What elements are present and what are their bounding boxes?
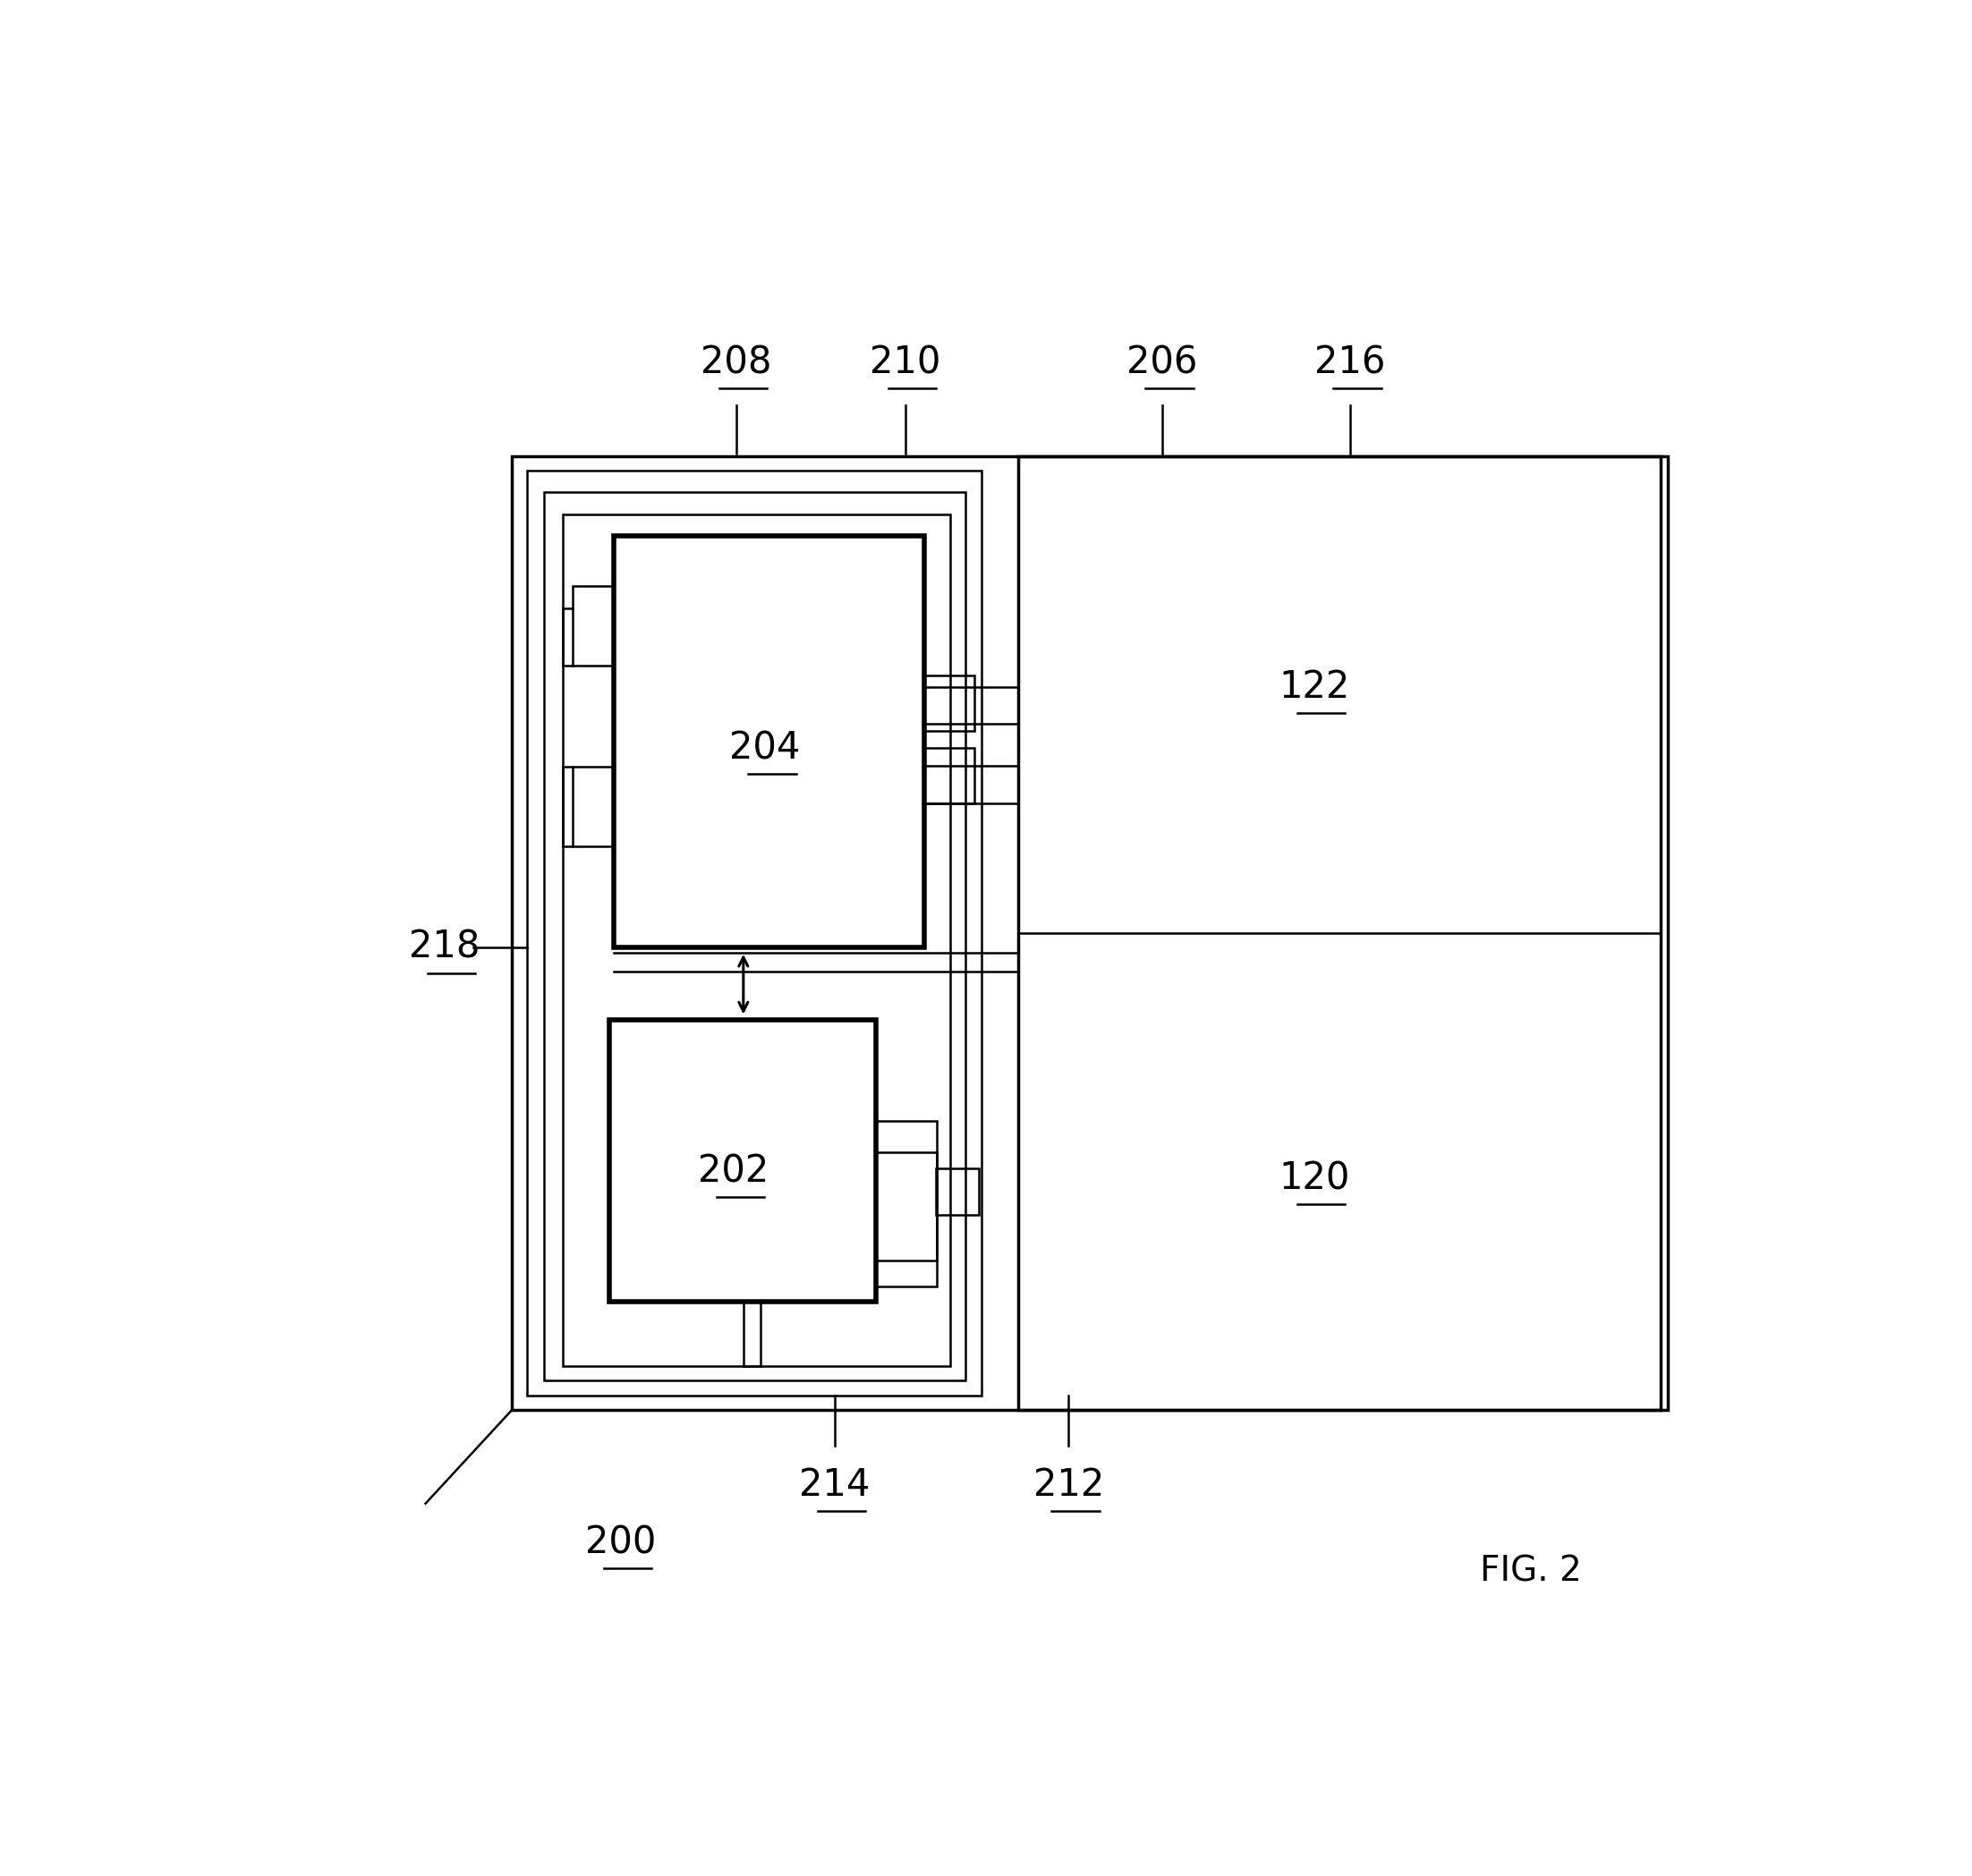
Bar [876, 1120, 937, 1287]
Bar [513, 456, 1668, 1409]
Text: FIG. 2: FIG. 2 [1479, 1555, 1582, 1589]
Bar [925, 675, 974, 732]
Text: 216: 216 [1315, 343, 1386, 381]
Bar [527, 471, 982, 1396]
Text: 122: 122 [1278, 668, 1349, 705]
Text: 218: 218 [408, 929, 479, 966]
Bar [562, 514, 951, 1366]
Text: 200: 200 [586, 1523, 657, 1561]
Bar [925, 749, 974, 803]
Text: 206: 206 [1126, 343, 1197, 381]
Bar [1018, 456, 1660, 1409]
Text: 202: 202 [698, 1152, 769, 1189]
Bar [574, 585, 613, 666]
Bar [609, 1021, 876, 1302]
Text: 210: 210 [870, 343, 941, 381]
Text: 120: 120 [1278, 1159, 1349, 1197]
Bar [613, 537, 925, 947]
Text: 214: 214 [799, 1465, 870, 1503]
Bar [876, 1152, 937, 1261]
Bar [574, 767, 613, 846]
Text: 212: 212 [1033, 1465, 1104, 1503]
Text: 204: 204 [730, 730, 801, 767]
Text: 208: 208 [700, 343, 771, 381]
Bar [935, 1169, 978, 1214]
Bar [544, 492, 966, 1381]
